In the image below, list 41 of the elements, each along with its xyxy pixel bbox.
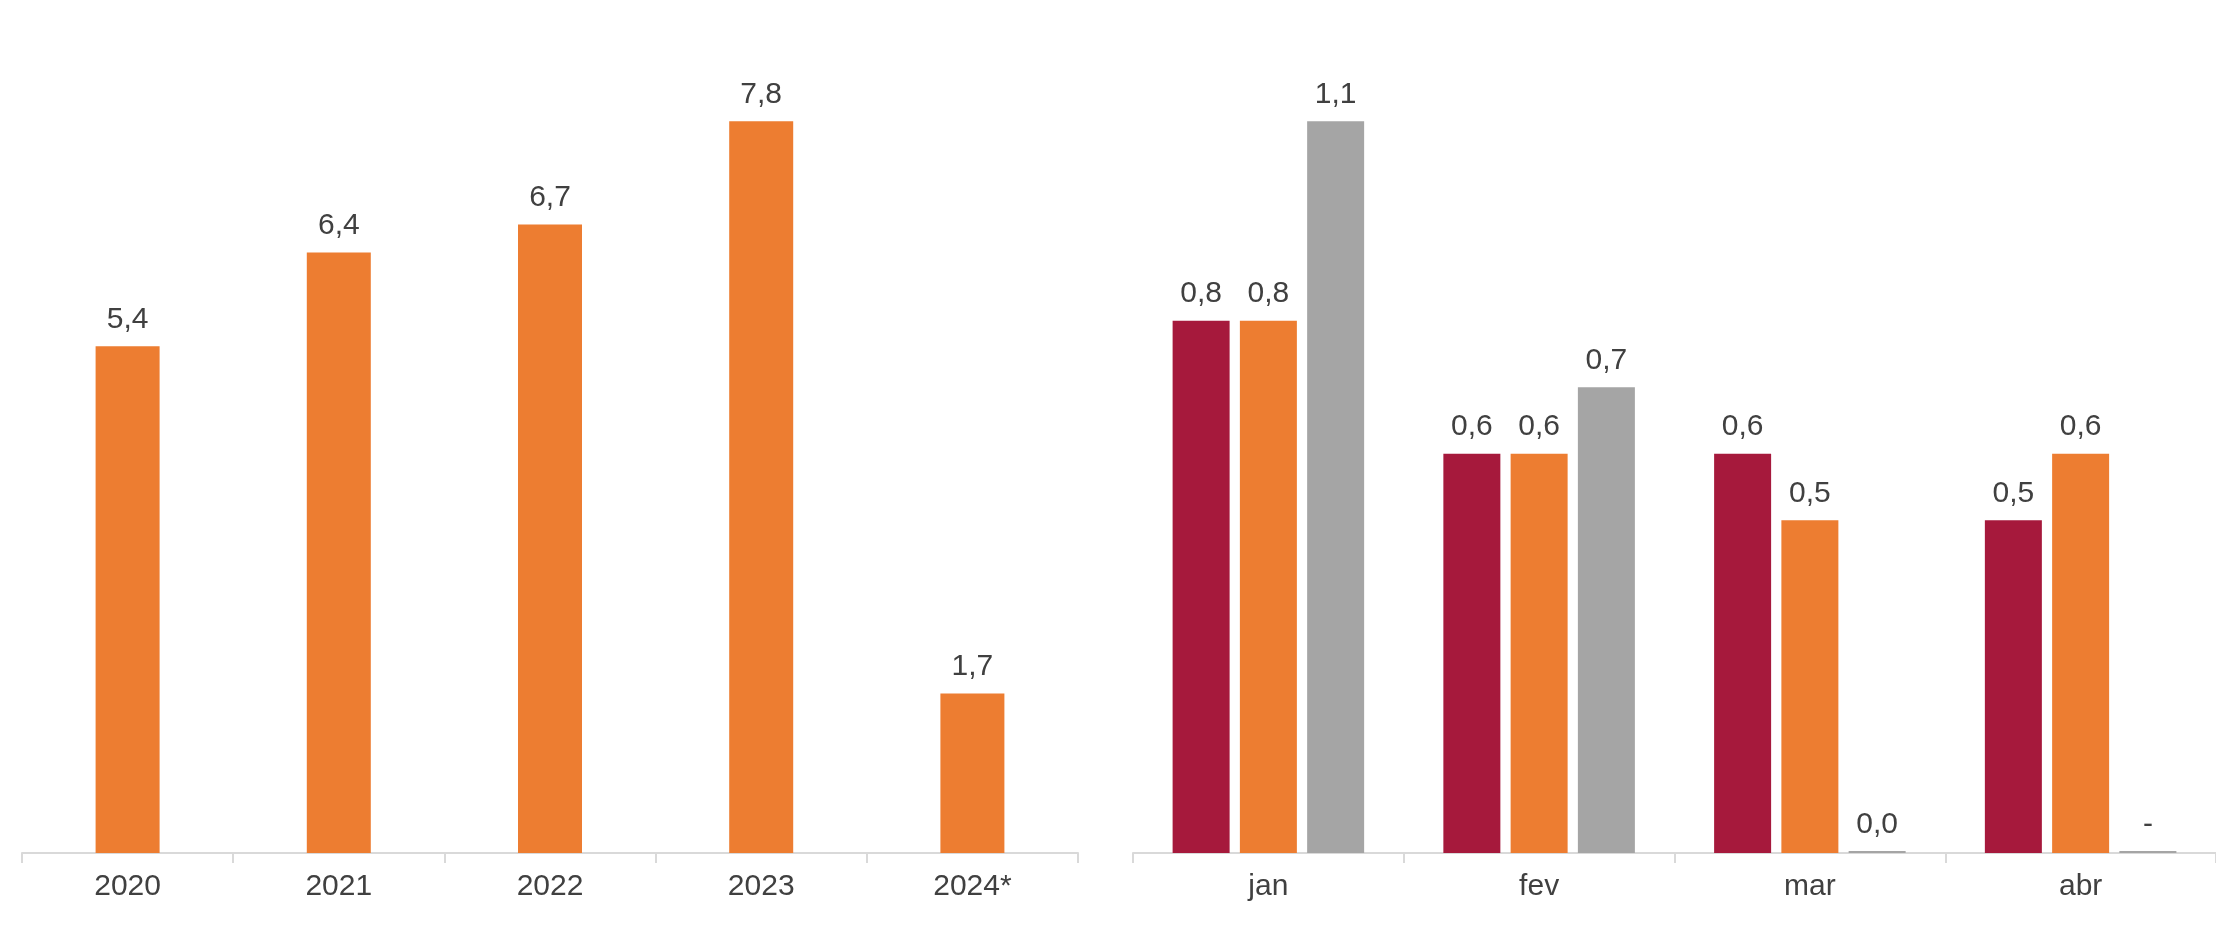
bar bbox=[2052, 453, 2110, 853]
x-tick-label: 2023 bbox=[727, 867, 795, 901]
bar bbox=[306, 252, 371, 853]
x-tick-label: 2022 bbox=[516, 867, 584, 901]
bar bbox=[1984, 520, 2042, 853]
bar bbox=[1510, 453, 1568, 853]
bar bbox=[1443, 453, 1501, 853]
x-tick-label: jan bbox=[1247, 867, 1289, 901]
bar bbox=[1172, 320, 1230, 853]
x-tick-label: mar bbox=[1784, 867, 1836, 901]
data-label: 0,6 bbox=[1451, 408, 1493, 442]
bar bbox=[1714, 453, 1772, 853]
data-label: 0,6 bbox=[1518, 408, 1560, 442]
data-label: - bbox=[2142, 805, 2153, 839]
data-label: 0,5 bbox=[1992, 474, 2035, 508]
bar bbox=[518, 224, 582, 853]
data-label: 6,4 bbox=[317, 207, 360, 241]
bar bbox=[1239, 320, 1297, 853]
x-tick-label: 2021 bbox=[305, 867, 373, 901]
bar bbox=[1307, 121, 1365, 853]
data-label: 0,0 bbox=[1856, 805, 1898, 839]
x-tick-label: 2020 bbox=[94, 867, 161, 901]
data-label: 7,8 bbox=[740, 75, 783, 109]
bar bbox=[729, 121, 794, 853]
bar bbox=[95, 346, 160, 853]
data-label: 0,8 bbox=[1247, 275, 1290, 309]
bar bbox=[1781, 520, 1839, 853]
data-label: 6,7 bbox=[529, 178, 571, 212]
data-label: 0,6 bbox=[1721, 408, 1764, 442]
bar bbox=[1577, 387, 1635, 853]
data-label: 0,8 bbox=[1180, 275, 1222, 309]
data-label: 0,6 bbox=[2059, 408, 2102, 442]
x-tick-label: fev bbox=[1519, 867, 1560, 901]
data-label: 0,7 bbox=[1585, 341, 1628, 375]
data-label: 1,1 bbox=[1314, 75, 1357, 109]
bar bbox=[940, 693, 1005, 853]
data-label: 1,7 bbox=[951, 648, 994, 681]
x-tick-label: 2024* bbox=[933, 867, 1012, 901]
data-label: 0,5 bbox=[1789, 474, 1831, 508]
x-tick-label: abr bbox=[2058, 867, 2103, 901]
data-label: 5,4 bbox=[106, 300, 149, 334]
